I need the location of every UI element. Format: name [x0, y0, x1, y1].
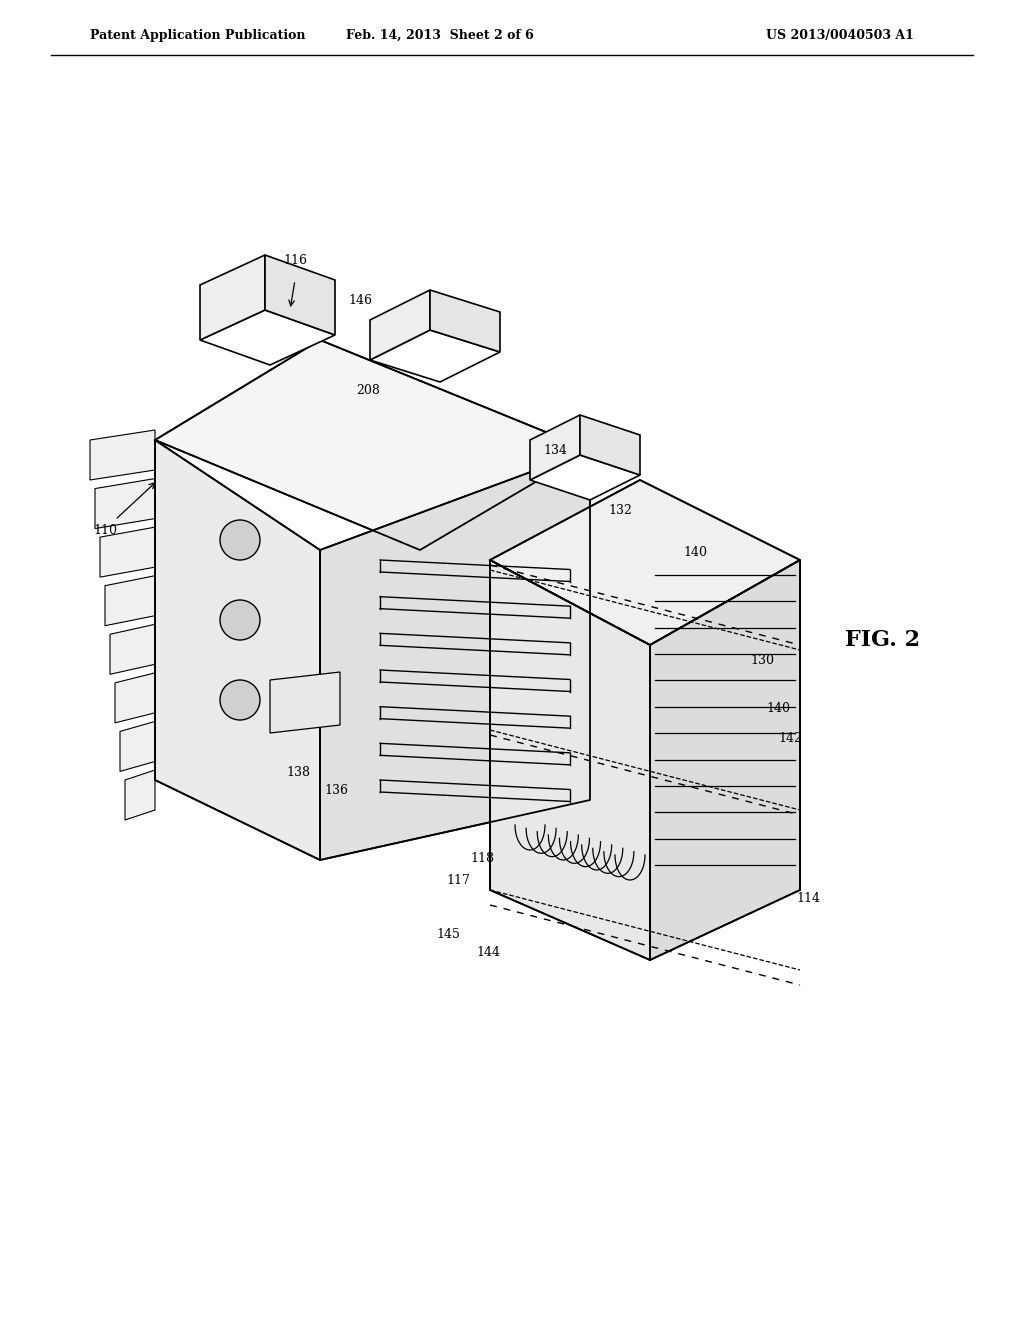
Polygon shape — [370, 330, 500, 381]
Text: 138: 138 — [286, 766, 310, 779]
Polygon shape — [200, 255, 265, 341]
Polygon shape — [265, 255, 335, 335]
Polygon shape — [155, 440, 319, 861]
Polygon shape — [490, 560, 650, 960]
Text: 208: 208 — [356, 384, 380, 396]
Circle shape — [220, 520, 260, 560]
Circle shape — [220, 680, 260, 719]
Text: 142: 142 — [778, 731, 802, 744]
Text: 145: 145 — [436, 928, 460, 941]
Polygon shape — [90, 430, 155, 480]
Text: 118: 118 — [470, 851, 494, 865]
Text: 134: 134 — [543, 444, 567, 457]
Polygon shape — [530, 414, 580, 480]
Polygon shape — [105, 576, 155, 626]
Text: 146: 146 — [348, 293, 372, 306]
Text: Feb. 14, 2013  Sheet 2 of 6: Feb. 14, 2013 Sheet 2 of 6 — [346, 29, 534, 41]
Polygon shape — [430, 290, 500, 352]
Text: US 2013/0040503 A1: US 2013/0040503 A1 — [766, 29, 914, 41]
Text: 116: 116 — [283, 253, 307, 267]
Polygon shape — [125, 770, 155, 820]
Polygon shape — [270, 672, 340, 733]
Text: 140: 140 — [683, 545, 707, 558]
Text: 110: 110 — [93, 524, 117, 536]
Text: FIG. 2: FIG. 2 — [845, 630, 921, 651]
Polygon shape — [110, 624, 155, 675]
Polygon shape — [319, 450, 590, 861]
Polygon shape — [120, 722, 155, 771]
Polygon shape — [580, 414, 640, 475]
Text: 140: 140 — [766, 701, 790, 714]
Polygon shape — [200, 310, 335, 366]
Text: 132: 132 — [608, 503, 632, 516]
Circle shape — [220, 601, 260, 640]
Text: 130: 130 — [750, 653, 774, 667]
Polygon shape — [100, 527, 155, 577]
Text: 117: 117 — [446, 874, 470, 887]
Text: Patent Application Publication: Patent Application Publication — [90, 29, 305, 41]
Polygon shape — [490, 480, 800, 645]
Polygon shape — [115, 673, 155, 723]
Text: 144: 144 — [476, 945, 500, 958]
Polygon shape — [155, 341, 590, 550]
Text: 114: 114 — [796, 891, 820, 904]
Polygon shape — [95, 479, 155, 528]
Polygon shape — [650, 560, 800, 960]
Text: 136: 136 — [324, 784, 348, 796]
Polygon shape — [530, 455, 640, 500]
Polygon shape — [370, 290, 430, 360]
